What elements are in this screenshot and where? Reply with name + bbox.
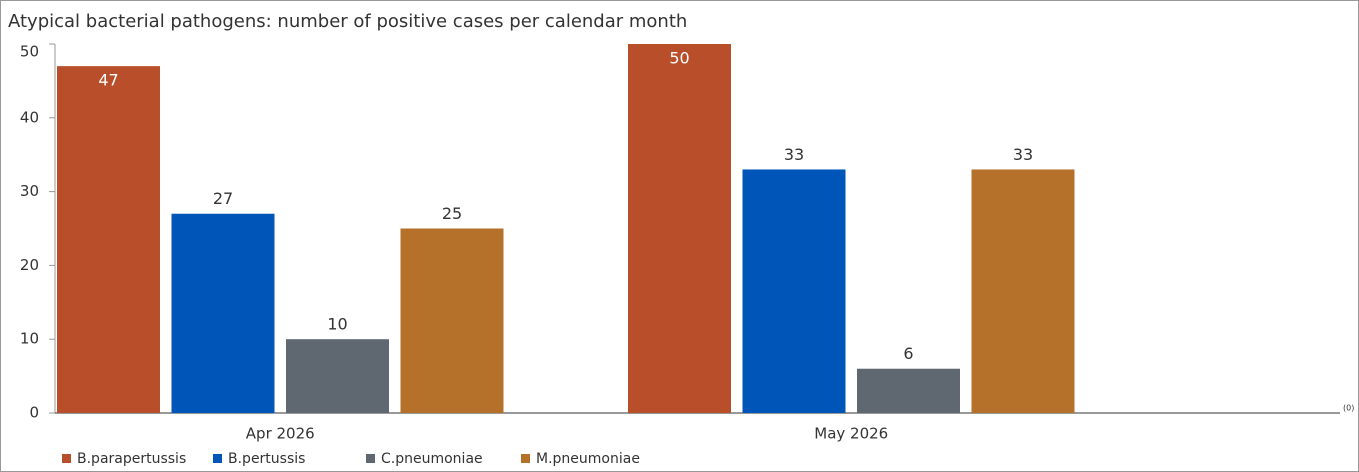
legend-swatch: [366, 454, 375, 463]
legend-label: C.pneumoniae: [381, 451, 483, 467]
data-label: 25: [442, 204, 462, 223]
y-tick-label: 0: [29, 404, 39, 422]
bar: [628, 44, 731, 413]
bar: [742, 169, 846, 413]
legend-label: M.pneumoniae: [536, 451, 640, 467]
data-label: 6: [903, 344, 913, 363]
data-label: 10: [327, 315, 347, 334]
y-tick-label: 10: [20, 330, 39, 348]
data-label: 33: [784, 145, 804, 164]
y-tick-label: 30: [20, 182, 39, 200]
x-tick-label: May 2026: [814, 425, 888, 443]
data-label: 27: [213, 189, 233, 208]
y-tick-label: 40: [20, 108, 39, 126]
legend-swatch: [521, 454, 530, 463]
chart-title: Atypical bacterial pathogens: number of …: [8, 11, 687, 32]
bar: [286, 339, 389, 413]
legend-label: B.pertussis: [228, 451, 305, 467]
bar: [57, 66, 160, 413]
data-label: 50: [669, 49, 689, 68]
x-tick-label: Apr 2026: [246, 425, 315, 443]
data-label: 33: [1013, 145, 1033, 164]
legend-swatch: [213, 454, 222, 463]
y-tick-label: 20: [20, 256, 39, 274]
bar: [857, 368, 960, 413]
data-label: 47: [98, 71, 118, 90]
legend-swatch: [62, 454, 71, 463]
bar: [971, 169, 1075, 413]
annotation: (0): [1343, 404, 1354, 413]
bar: [400, 228, 504, 413]
y-tick-label: 50: [20, 43, 39, 61]
bar: [171, 213, 275, 413]
legend-label: B.parapertussis: [77, 451, 186, 467]
